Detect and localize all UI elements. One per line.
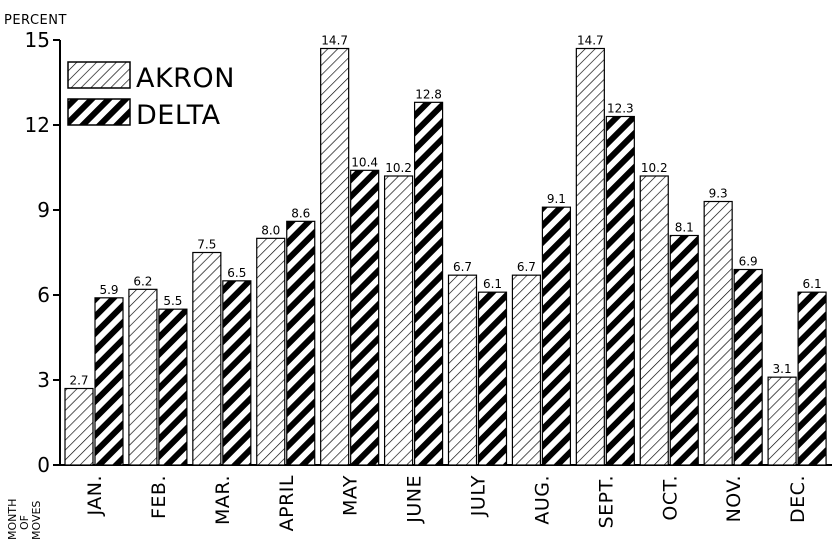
month-label: DEC. — [787, 475, 809, 523]
data-label: 12.8 — [415, 87, 442, 101]
data-label: 2.7 — [69, 374, 88, 388]
data-label: 10.2 — [385, 161, 412, 175]
month-label: FEB. — [148, 475, 170, 519]
y-axis-ticks: 0 3 6 9 12 15 — [25, 28, 60, 477]
bar-delta — [413, 101, 444, 466]
y-tick-label: 12 — [25, 113, 50, 137]
month-label: APRIL — [276, 475, 298, 531]
data-label: 6.1 — [483, 277, 502, 291]
y-tick-label: 9 — [37, 198, 50, 222]
bar-akron — [192, 251, 222, 466]
data-label: 8.0 — [261, 223, 280, 237]
x-axis-title-line-3: MOVES — [30, 501, 43, 540]
legend: AKRON DELTA — [67, 61, 235, 131]
data-label: 5.5 — [163, 294, 182, 308]
month-label: JULY — [468, 475, 490, 517]
month-label: MAR. — [212, 475, 234, 525]
legend-label-delta: DELTA — [136, 100, 221, 131]
month-label: SEPT. — [595, 475, 617, 528]
bar-delta — [350, 169, 380, 466]
data-label: 12.3 — [607, 102, 634, 116]
y-tick-label: 0 — [37, 453, 50, 477]
month-labels: JAN. FEB. MAR. APRIL MAY JUNE JULY AUG. SEPT. OCT… — [84, 475, 809, 531]
month-label: OCT. — [659, 475, 681, 521]
bar-akron — [447, 274, 478, 466]
bars — [64, 47, 827, 466]
x-axis-title-line-2: OF — [18, 515, 31, 530]
data-label: 14.7 — [577, 34, 604, 48]
data-label: 6.7 — [517, 260, 536, 274]
data-label: 14.7 — [321, 34, 348, 48]
bar-delta — [477, 291, 508, 466]
bar-delta — [733, 268, 763, 466]
data-label: 7.5 — [197, 238, 216, 252]
data-label: 6.5 — [227, 266, 246, 280]
data-label: 6.7 — [453, 260, 472, 274]
bar-delta — [286, 220, 316, 466]
bar-delta — [541, 206, 572, 466]
data-label: 5.9 — [99, 283, 118, 297]
y-axis-title: PERCENT — [4, 13, 67, 28]
data-label: 9.1 — [547, 192, 566, 206]
bar-akron — [128, 288, 158, 466]
bar-delta — [222, 280, 252, 466]
y-tick-label: 6 — [37, 283, 50, 307]
bar-akron — [256, 237, 286, 466]
y-tick-label: 15 — [25, 28, 50, 52]
month-label: MAY — [340, 475, 362, 516]
bar-akron — [383, 175, 414, 466]
y-tick-label: 3 — [37, 368, 50, 392]
bar-delta — [605, 115, 635, 466]
axes — [59, 40, 832, 466]
legend-label-akron: AKRON — [136, 63, 235, 94]
data-label: 9.3 — [709, 187, 728, 201]
legend-swatch-akron — [67, 61, 131, 89]
bar-delta — [94, 297, 124, 466]
data-label: 6.2 — [133, 274, 152, 288]
month-label: AUG. — [531, 475, 553, 525]
data-label: 10.2 — [641, 161, 668, 175]
bar-delta — [797, 291, 827, 466]
x-axis-title-line-1: MONTH — [6, 499, 19, 540]
bar-akron — [767, 376, 797, 466]
bar-akron — [511, 274, 542, 466]
bar-delta — [669, 234, 699, 466]
legend-swatch-delta — [67, 98, 131, 126]
bar-delta — [158, 308, 188, 466]
bar-akron — [64, 387, 94, 466]
data-labels: 2.7 5.9 6.2 5.5 7.5 6.5 8.0 8.6 14.7 10.4 10.2 12.8… — [69, 34, 821, 388]
bar-akron — [703, 200, 733, 466]
data-label: 6.1 — [803, 277, 822, 291]
data-label: 10.4 — [351, 155, 378, 169]
month-label: NOV. — [723, 475, 745, 522]
bar-akron — [639, 175, 669, 466]
month-label: JUNE — [404, 475, 426, 524]
data-label: 8.1 — [675, 221, 694, 235]
x-axis-title: MONTH OF MOVES — [6, 499, 43, 540]
data-label: 8.6 — [291, 206, 310, 220]
bar-akron — [320, 47, 350, 466]
bar-akron — [575, 47, 605, 466]
data-label: 3.1 — [773, 362, 792, 376]
data-label: 6.9 — [739, 255, 758, 269]
month-label: JAN. — [84, 475, 106, 517]
